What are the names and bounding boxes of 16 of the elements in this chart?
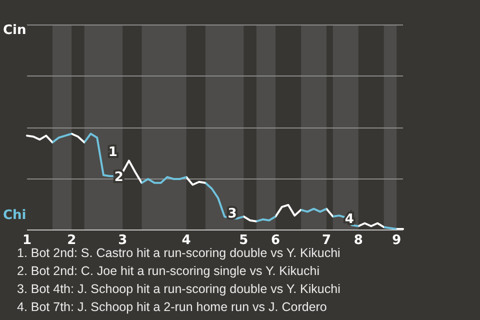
text: 1. Bot 2nd: S. Castro hit a run-scoring double vs Y. Kikuchi: [17, 245, 340, 262]
x-tick-label: 2: [67, 233, 76, 248]
x-tick-label: 5: [239, 233, 248, 248]
text: 4. Bot 7th: J. Schoop hit a 2-run home run vs J. Cordero: [17, 299, 328, 316]
x-tick-label: 1: [22, 233, 32, 248]
text: Chi: [3, 208, 26, 223]
x-tick-label: 6: [271, 233, 280, 248]
x-tick-label: 9: [392, 233, 402, 248]
annotation: 1: [108, 145, 118, 160]
x-tick-label: 4: [182, 233, 191, 248]
text: Cin: [3, 23, 26, 38]
text: 2. Bot 2nd: C. Joe hit a run-scoring single vs Y. Kikuchi: [17, 263, 320, 280]
x-tick-label: 3: [118, 233, 128, 248]
x-tick-label: 8: [354, 233, 363, 248]
x-tick-label: 7: [322, 233, 332, 248]
text: 3. Bot 4th: J. Schoop hit a run-scoring double vs Y. Kikuchi: [17, 281, 340, 298]
